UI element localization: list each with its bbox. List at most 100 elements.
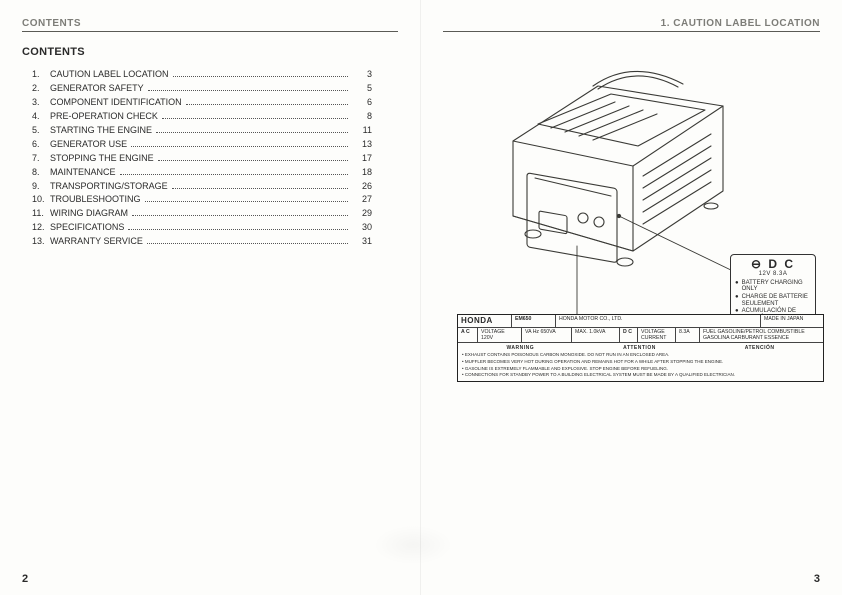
warn-title-fr: ATTENTION (623, 345, 656, 351)
toc-leader (128, 229, 348, 230)
toc-page: 18 (352, 166, 372, 180)
dc-label-rating: 12V 8.3A (735, 271, 811, 278)
toc-entry: 7.STOPPING THE ENGINE17 (32, 152, 372, 166)
running-head-left: CONTENTS (22, 18, 398, 29)
toc-number: 9. (32, 180, 50, 194)
toc-number: 3. (32, 96, 50, 110)
specification-label: HONDA EM650 HONDA MOTOR CO., LTD. MADE I… (457, 314, 824, 382)
toc-label: SPECIFICATIONS (50, 221, 124, 235)
maker-name: HONDA MOTOR CO., LTD. (556, 315, 761, 327)
left-page: CONTENTS CONTENTS 1.CAUTION LABEL LOCATI… (0, 0, 421, 595)
toc-page: 26 (352, 180, 372, 194)
toc-leader (148, 90, 348, 91)
table-of-contents: 1.CAUTION LABEL LOCATION32.GENERATOR SAF… (22, 68, 372, 249)
toc-entry: 3.COMPONENT IDENTIFICATION6 (32, 96, 372, 110)
toc-label: CAUTION LABEL LOCATION (50, 68, 169, 82)
toc-page: 31 (352, 235, 372, 249)
page-number-left: 2 (22, 573, 28, 585)
toc-entry: 4.PRE-OPERATION CHECK 8 (32, 110, 372, 124)
toc-label: GENERATOR USE (50, 138, 127, 152)
warn-title-es: ATENCIÓN (745, 345, 775, 351)
bullet-icon: ● (735, 294, 739, 307)
toc-entry: 12.SPECIFICATIONS30 (32, 221, 372, 235)
model-name: EM650 (512, 315, 556, 327)
dc-current: 8.3A (676, 328, 700, 342)
toc-page: 8 (352, 110, 372, 124)
warning-lines: • EXHAUST CONTAINS POISONOUS CARBON MONO… (462, 352, 819, 378)
toc-entry: 8.MAINTENANCE 18 (32, 166, 372, 180)
dc-label-dc: D C (768, 257, 795, 271)
toc-number: 10. (32, 193, 50, 207)
toc-entry: 6.GENERATOR USE 13 (32, 138, 372, 152)
right-page: 1. CAUTION LABEL LOCATION (421, 0, 842, 595)
toc-entry: 5.STARTING THE ENGINE 11 (32, 124, 372, 138)
brand-name: HONDA (458, 315, 512, 327)
toc-entry: 2.GENERATOR SAFETY 5 (32, 82, 372, 96)
toc-leader (173, 76, 348, 77)
toc-number: 2. (32, 82, 50, 96)
toc-number: 5. (32, 124, 50, 138)
toc-entry: 10.TROUBLESHOOTING 27 (32, 193, 372, 207)
warning-line: • MUFFLER BECOMES VERY HOT DURING OPERAT… (462, 359, 819, 365)
toc-page: 11 (352, 124, 372, 138)
toc-leader (162, 118, 348, 119)
toc-entry: 11.WIRING DIAGRAM 29 (32, 207, 372, 221)
toc-page: 17 (352, 152, 372, 166)
dc-voltage: VOLTAGE CURRENT (638, 328, 676, 342)
toc-label: GENERATOR SAFETY (50, 82, 144, 96)
dc-item-text: CHARGE DE BATTERIE SEULEMENT (742, 294, 811, 307)
toc-label: MAINTENANCE (50, 166, 116, 180)
spec-row-ratings: A C VOLTAGE 120V VA Hz 650VA MAX. 1.0kVA… (458, 328, 823, 343)
warning-titles: WARNING ATTENTION ATENCIÓN (462, 345, 819, 351)
running-head-right: 1. CAUTION LABEL LOCATION (443, 18, 820, 29)
toc-page: 5 (352, 82, 372, 96)
toc-leader (156, 132, 348, 133)
header-rule-left (22, 31, 398, 32)
toc-label: COMPONENT IDENTIFICATION (50, 96, 182, 110)
toc-label: TRANSPORTING/STORAGE (50, 180, 168, 194)
toc-page: 3 (352, 68, 372, 82)
toc-leader (172, 188, 348, 189)
warn-title-en: WARNING (506, 345, 534, 351)
toc-label: WARRANTY SERVICE (50, 235, 143, 249)
fuel-spec: FUEL GASOLINE/PETROL COMBUSTIBLE GASOLIN… (700, 328, 823, 342)
toc-number: 13. (32, 235, 50, 249)
toc-page: 29 (352, 207, 372, 221)
toc-number: 7. (32, 152, 50, 166)
toc-page: 30 (352, 221, 372, 235)
toc-number: 8. (32, 166, 50, 180)
toc-label: STARTING THE ENGINE (50, 124, 152, 138)
warning-block: WARNING ATTENTION ATENCIÓN • EXHAUST CON… (458, 343, 823, 381)
ac-va: VA Hz 650VA (522, 328, 572, 342)
toc-page: 13 (352, 138, 372, 152)
dc-label-item: ●CHARGE DE BATTERIE SEULEMENT (735, 294, 811, 307)
dc-label-item: ●BATTERY CHARGING ONLY (735, 280, 811, 293)
warning-line: • CONNECTIONS FOR STANDBY POWER TO A BUI… (462, 372, 819, 378)
warning-line: • EXHAUST CONTAINS POISONOUS CARBON MONO… (462, 352, 819, 358)
toc-label: PRE-OPERATION CHECK (50, 110, 158, 124)
toc-leader (131, 146, 348, 147)
toc-number: 4. (32, 110, 50, 124)
header-rule-right (443, 31, 820, 32)
ac-max: MAX. 1.0kVA (572, 328, 620, 342)
dc-label-cell: D C (620, 328, 638, 342)
made-in: MADE IN JAPAN (761, 315, 823, 327)
warning-line: • GASOLINE IS EXTREMELY FLAMMABLE AND EX… (462, 366, 819, 372)
ac-label: A C (458, 328, 478, 342)
toc-number: 6. (32, 138, 50, 152)
generator-figure: ⊖ D C 12V 8.3A ●BATTERY CHARGING ONLY●CH… (443, 46, 820, 326)
toc-entry: 1.CAUTION LABEL LOCATION 3 (32, 68, 372, 82)
toc-entry: 9.TRANSPORTING/STORAGE 26 (32, 180, 372, 194)
toc-number: 1. (32, 68, 50, 82)
toc-label: WIRING DIAGRAM (50, 207, 128, 221)
toc-number: 11. (32, 207, 50, 221)
dc-polarity-icon: ⊖ (751, 257, 763, 271)
page-spread: CONTENTS CONTENTS 1.CAUTION LABEL LOCATI… (0, 0, 842, 595)
toc-page: 27 (352, 193, 372, 207)
page-number-right: 3 (814, 573, 820, 585)
toc-leader (132, 215, 348, 216)
toc-entry: 13.WARRANTY SERVICE 31 (32, 235, 372, 249)
spec-row-header: HONDA EM650 HONDA MOTOR CO., LTD. MADE I… (458, 315, 823, 328)
toc-label: TROUBLESHOOTING (50, 193, 141, 207)
toc-leader (145, 201, 348, 202)
